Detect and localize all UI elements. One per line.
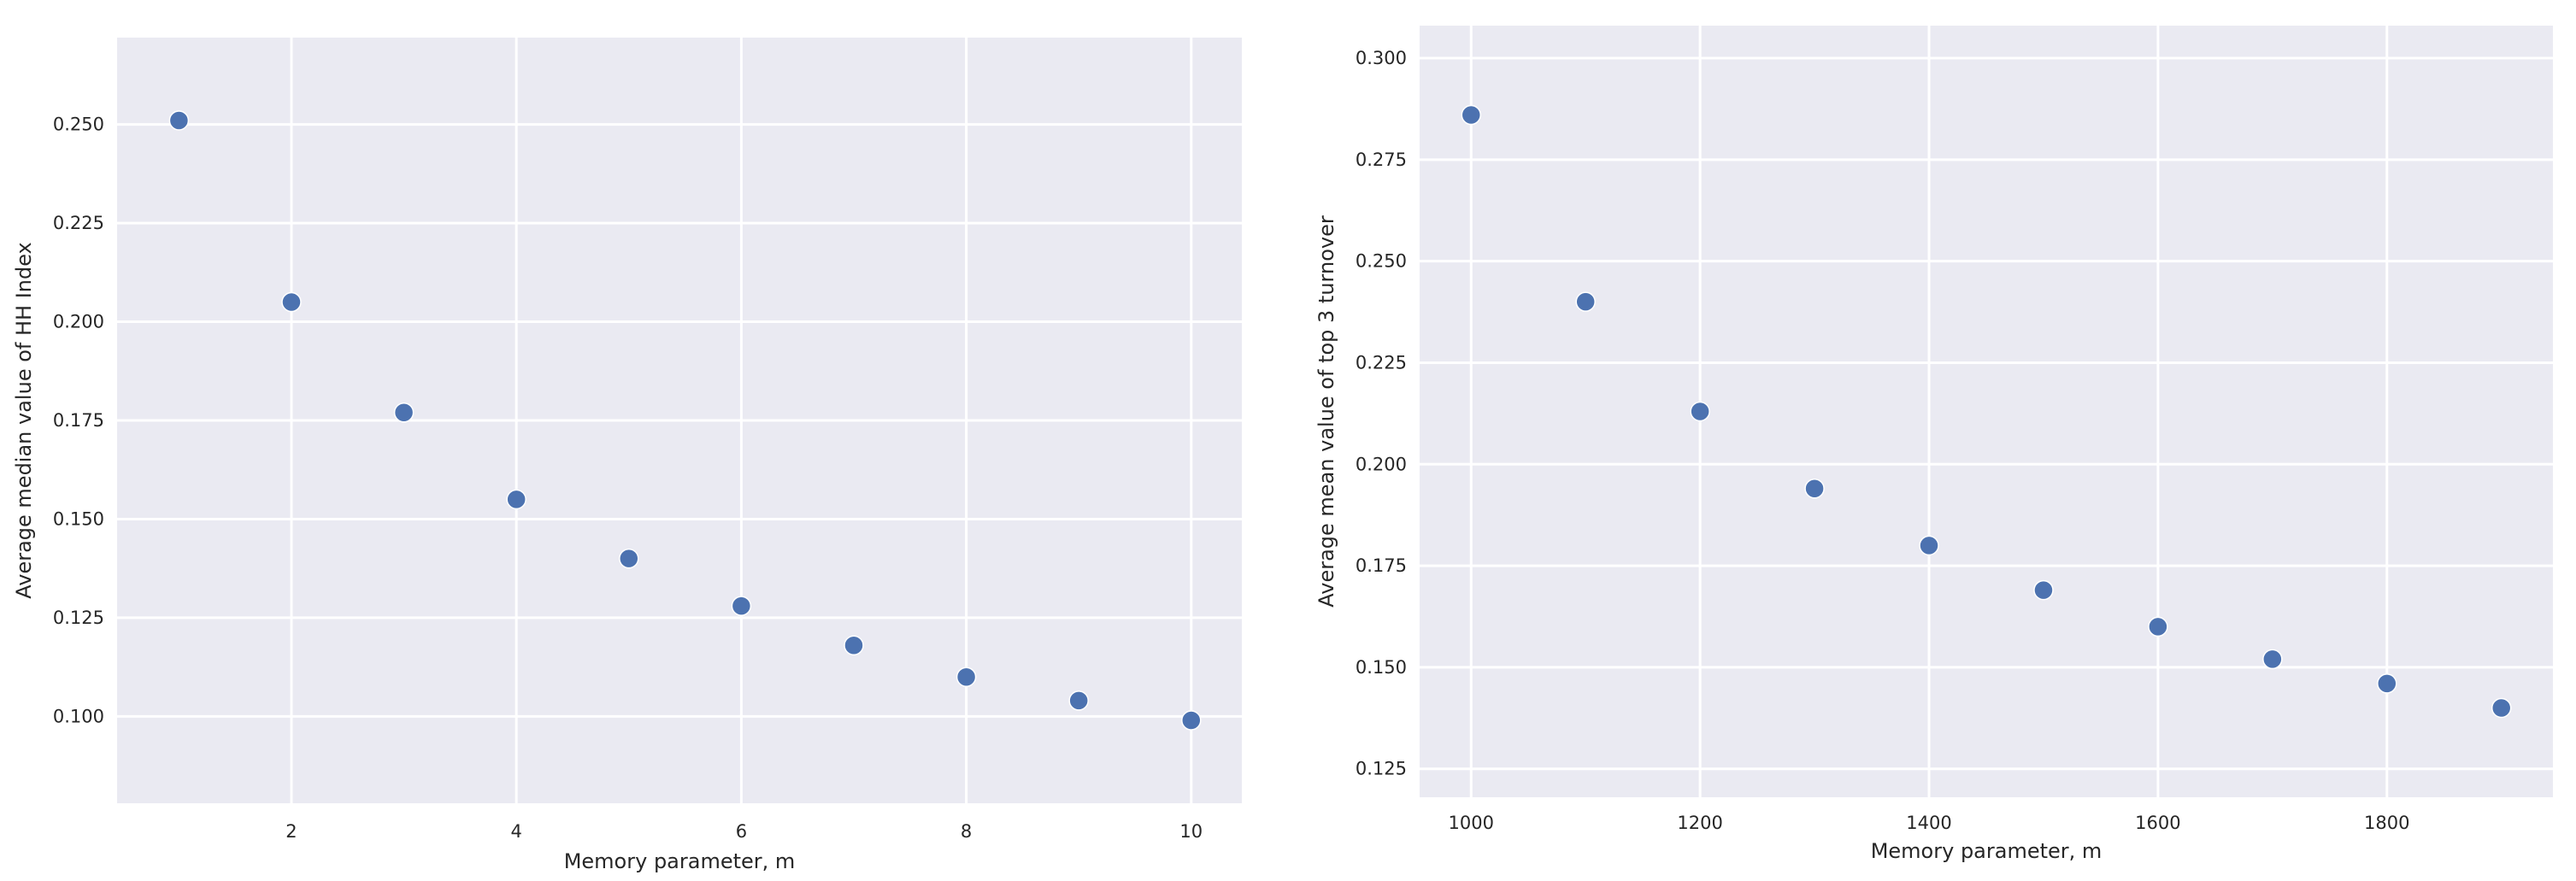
right-data-point (2491, 697, 2512, 719)
left-x-tick-label: 8 (961, 821, 972, 842)
right-data-point (2262, 649, 2283, 670)
right-data-point (2377, 673, 2397, 694)
right-data-point (2148, 616, 2168, 637)
right-y-tick-label: 0.150 (1356, 657, 1407, 678)
right-y-tick-label: 0.250 (1356, 251, 1407, 272)
right-x-tick-label: 1200 (1677, 813, 1722, 833)
right-y-tick-label: 0.275 (1356, 150, 1407, 170)
right-x-axis-label: Memory parameter, m (1871, 839, 2103, 863)
right-data-point (1461, 104, 1482, 126)
left-y-tick-label: 0.175 (53, 410, 104, 431)
left-data-point (281, 291, 302, 313)
right-x-tick-label: 1800 (2364, 813, 2409, 833)
right-data-point (1919, 535, 1939, 556)
right-y-axis-label: Average mean value of top 3 turnover (1314, 215, 1338, 608)
left-data-point (956, 667, 977, 687)
left-data-point (619, 548, 639, 569)
right-x-tick-label: 1000 (1449, 813, 1494, 833)
left-y-tick-label: 0.150 (53, 508, 104, 529)
left-x-axis-label: Memory parameter, m (564, 849, 796, 873)
left-data-point (844, 635, 864, 656)
left-x-tick-label: 2 (285, 821, 297, 842)
right-y-tick-label: 0.125 (1356, 759, 1407, 779)
right-chart-panel: 1000 1200 1400 1600 1800 0.125 0.150 0.175 0.200… (1314, 26, 2553, 863)
right-x-tick-label: 1400 (1906, 813, 1951, 833)
right-data-point (1575, 291, 1596, 312)
right-data-point (2033, 579, 2054, 601)
right-y-tick-label: 0.225 (1356, 352, 1407, 373)
left-x-tick-label: 4 (510, 821, 521, 842)
left-data-point (393, 402, 415, 423)
left-chart-panel: 2 4 6 8 10 0.100 0.125 0.150 0.175 0.200 0.225 0.25… (12, 38, 1242, 873)
right-y-tick-label: 0.200 (1356, 454, 1407, 474)
right-data-point (1804, 479, 1825, 499)
left-y-tick-label: 0.200 (53, 312, 104, 332)
right-y-tick-label: 0.175 (1356, 555, 1407, 576)
left-y-axis-label: Average median value of HH Index (12, 242, 36, 599)
left-data-point (168, 110, 190, 131)
left-data-point (731, 596, 752, 616)
right-data-point (1690, 401, 1710, 422)
left-y-tick-label: 0.225 (53, 213, 104, 233)
left-data-point (1068, 690, 1089, 711)
left-x-tick-label: 10 (1179, 821, 1203, 842)
left-y-tick-label: 0.250 (53, 115, 104, 135)
left-y-tick-label: 0.125 (53, 608, 104, 628)
left-y-tick-label: 0.100 (53, 706, 104, 726)
right-plot-area (1420, 26, 2553, 797)
left-data-point (506, 489, 526, 510)
left-x-tick-label: 6 (736, 821, 747, 842)
left-data-point (1181, 710, 1202, 731)
right-y-tick-label: 0.300 (1356, 48, 1407, 68)
right-x-tick-label: 1600 (2135, 813, 2180, 833)
